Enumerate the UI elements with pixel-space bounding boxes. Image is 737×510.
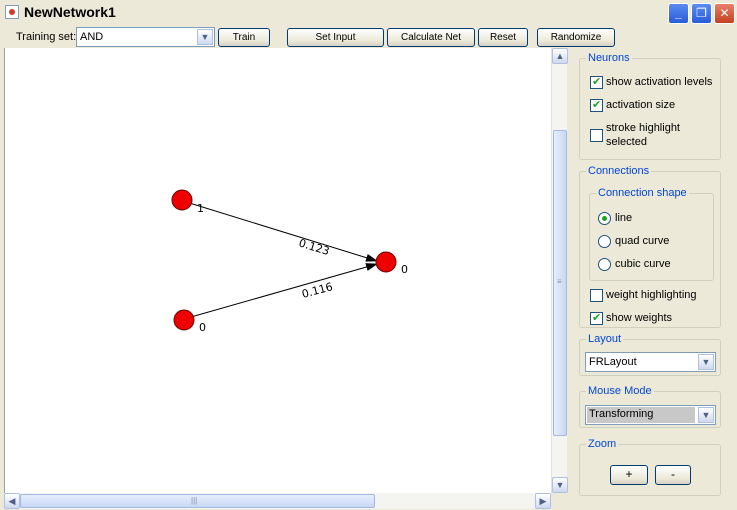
mouse-mode-group: Mouse Mode Transforming ▼: [579, 385, 721, 428]
grip-icon: |||: [191, 496, 198, 505]
weight-label: 0.116: [300, 280, 334, 301]
chevron-down-icon[interactable]: ▼: [197, 29, 213, 45]
training-set-label: Training set:: [16, 31, 77, 43]
chevron-down-icon[interactable]: ▼: [698, 354, 714, 370]
checkbox-label: selected: [606, 136, 647, 148]
activation-size-checkbox[interactable]: [590, 98, 603, 112]
vertical-scroll-thumb[interactable]: ≡: [553, 130, 567, 436]
mouse-mode-value: Transforming: [587, 407, 695, 423]
scroll-left-icon[interactable]: ◀: [4, 493, 20, 509]
minimize-button[interactable]: _: [668, 3, 689, 24]
layout-select[interactable]: FRLayout ▼: [585, 352, 716, 372]
layout-group: Layout FRLayout ▼: [579, 333, 721, 376]
weight-highlighting-checkbox[interactable]: [590, 289, 603, 302]
neuron-node[interactable]: [173, 309, 195, 331]
show-weights-checkbox[interactable]: [590, 311, 603, 325]
zoom-out-button[interactable]: -: [655, 465, 691, 485]
restore-button[interactable]: ❐: [691, 3, 712, 24]
weight-label: 0.123: [297, 236, 331, 258]
neurons-group: Neurons show activation levels activatio…: [579, 52, 721, 160]
set-input-button[interactable]: Set Input: [287, 28, 384, 47]
layout-value: FRLayout: [589, 356, 637, 368]
network-canvas[interactable]: 0.123 0.116 1 0 0: [4, 48, 551, 493]
close-icon: ✕: [719, 6, 730, 20]
vertical-scrollbar[interactable]: ▲ ≡ ▼: [551, 48, 568, 493]
close-button[interactable]: ✕: [714, 3, 735, 24]
randomize-button[interactable]: Randomize: [537, 28, 615, 47]
horizontal-scrollbar[interactable]: ◀ ||| ▶: [4, 493, 551, 509]
title-bar[interactable]: NewNetwork1 _ ❐ ✕: [0, 0, 737, 26]
neuron-activation-label: 1: [197, 202, 204, 215]
chevron-down-icon[interactable]: ▼: [698, 407, 714, 423]
quad-curve-radio[interactable]: [598, 235, 611, 248]
radio-label: line: [615, 212, 633, 224]
zoom-in-button[interactable]: +: [610, 465, 648, 485]
cubic-curve-radio[interactable]: [598, 258, 611, 271]
grip-icon: ≡: [557, 277, 562, 286]
zoom-group: Zoom + -: [579, 438, 721, 496]
checkbox-label: show activation levels: [606, 76, 713, 88]
scroll-corner: [551, 493, 567, 509]
neuron-node[interactable]: [375, 251, 397, 273]
connection-edge[interactable]: [183, 263, 378, 320]
connection-shape-group: Connection shape line quad curve cubic c…: [589, 187, 714, 281]
checkbox-label: activation size: [606, 99, 676, 111]
stroke-highlight-checkbox[interactable]: [590, 129, 603, 142]
group-title: Layout: [586, 333, 624, 345]
group-title: Zoom: [586, 438, 619, 450]
group-title: Connections: [586, 165, 652, 177]
horizontal-scroll-thumb[interactable]: |||: [20, 494, 375, 508]
checkbox-label: stroke highlight: [606, 122, 680, 134]
java-icon: [5, 5, 19, 19]
connection-edge[interactable]: [182, 200, 378, 262]
train-button[interactable]: Train: [218, 28, 270, 47]
toolbar: Training set: AND ▼ Train Set Input Calc…: [0, 26, 737, 48]
minimize-icon: _: [675, 6, 682, 20]
neuron-activation-label: 0: [401, 263, 408, 276]
group-title: Neurons: [586, 52, 632, 64]
mouse-mode-select[interactable]: Transforming ▼: [585, 405, 716, 425]
training-set-value: AND: [80, 31, 104, 43]
scroll-up-icon[interactable]: ▲: [552, 48, 568, 64]
group-title: Connection shape: [596, 187, 689, 199]
window-title: NewNetwork1: [24, 4, 116, 20]
calculate-net-button[interactable]: Calculate Net: [387, 28, 475, 47]
show-activation-levels-checkbox[interactable]: [590, 75, 603, 89]
reset-button[interactable]: Reset: [478, 28, 528, 47]
radio-label: quad curve: [615, 235, 670, 247]
neuron-node[interactable]: [171, 189, 193, 211]
scroll-right-icon[interactable]: ▶: [535, 493, 551, 509]
network-graph[interactable]: 0.123 0.116 1 0 0: [5, 48, 552, 493]
checkbox-label: show weights: [606, 312, 673, 324]
group-title: Mouse Mode: [586, 385, 654, 397]
scroll-down-icon[interactable]: ▼: [552, 477, 568, 493]
checkbox-label: weight highlighting: [606, 289, 697, 301]
training-set-select[interactable]: AND ▼: [76, 27, 215, 47]
radio-label: cubic curve: [615, 258, 671, 270]
restore-icon: ❐: [696, 6, 707, 20]
line-radio[interactable]: [598, 212, 611, 225]
connections-group: Connections Connection shape line quad c…: [579, 165, 721, 328]
neuron-activation-label: 0: [199, 321, 206, 334]
